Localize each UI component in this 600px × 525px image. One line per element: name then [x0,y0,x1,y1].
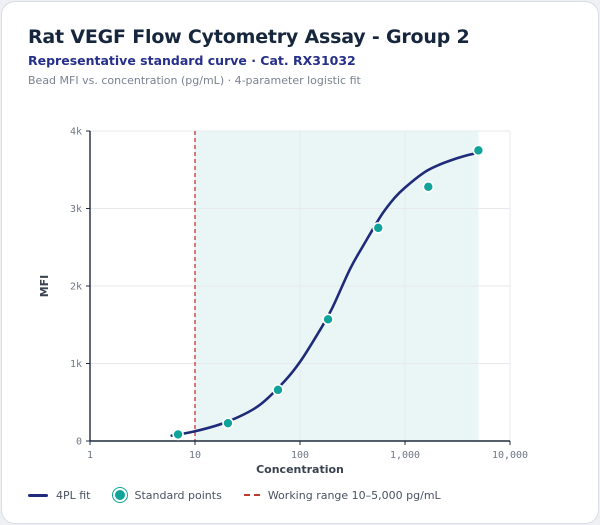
y-axis-title: MFI [38,275,51,298]
legend-fit-swatch [28,493,48,497]
y-tick-label: 3k [70,204,82,215]
y-tick-label: 1k [70,359,82,370]
y-tick-label: 4k [70,127,82,138]
legend-range-swatch [243,494,260,496]
x-tick-label: 10 [189,450,201,461]
x-tick-label: 100 [291,450,309,461]
y-tick-label: 0 [76,437,82,448]
standard-point [272,384,284,396]
standard-point [422,181,435,193]
x-tick-label: 10,000 [492,450,528,461]
x-axis-title: Concentration [256,463,344,476]
legend-fit-label: 4PL fit [56,488,91,502]
legend-points-swatch [112,488,127,502]
legend-range-label: Working range 10–5,000 pg/mL [267,488,441,502]
chart-title: Rat VEGF Flow Cytometry Assay - Group 2 [28,26,470,48]
y-tick-label: 2k [70,282,82,293]
legend-item-points: Standard points [112,488,222,502]
standard-point [222,417,234,429]
standard-point [172,428,184,441]
standard-point [472,144,485,157]
standard-point [322,313,334,326]
chart-legend: 4PL fit Standard points Working range 10… [28,488,463,502]
chart-subtitle: Representative standard curve · Cat. RX3… [28,53,356,68]
fit-curve-4pl [170,151,480,437]
legend-points-label: Standard points [134,488,222,502]
x-tick-label: 1,000 [390,450,420,461]
x-tick-label: 1 [87,450,93,461]
legend-item-range: Working range 10–5,000 pg/mL [243,488,441,502]
chart-description: Bead MFI vs. concentration (pg/mL) · 4-p… [28,74,361,87]
standard-point [372,222,385,234]
legend-item-fit: 4PL fit [28,489,91,502]
